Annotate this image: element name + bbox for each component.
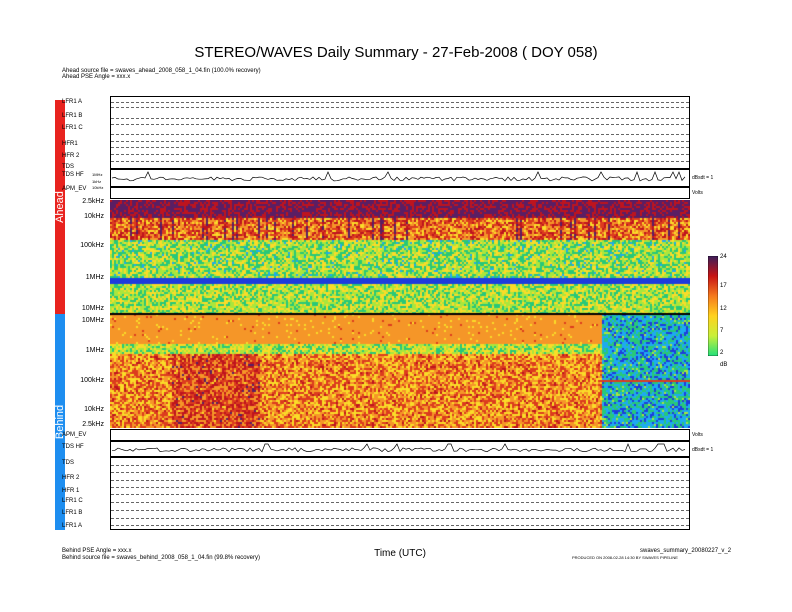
tds-axis-label: 10kHz: [92, 185, 104, 190]
ahead-row-label: HFR 2: [62, 153, 80, 159]
behind-tds-plot: [110, 441, 690, 457]
tds-axis-label: 1MHz: [92, 172, 103, 177]
colorbar: [708, 256, 718, 356]
ahead-row-label: TDS HF: [62, 172, 84, 178]
behind-apm-plot: [110, 429, 690, 441]
colorbar-tick: 2: [720, 350, 724, 356]
ahead-volts-label: Volts: [692, 190, 703, 196]
ahead-row-label: LFR1 C: [62, 125, 83, 131]
ahead-freq-label: 2.5kHz: [82, 198, 104, 205]
ahead-row-label: LFR1 A: [62, 99, 83, 105]
behind-info-panel: [110, 457, 690, 530]
ahead-tds-plot: [110, 169, 690, 187]
produced-text: PRODUCED ON 2008-02-28 14:30 BY SWAVES P…: [572, 555, 678, 560]
ahead-freq-label: 1MHz: [85, 274, 104, 281]
page-title: STEREO/WAVES Daily Summary - 27-Feb-2008…: [194, 44, 598, 61]
behind-freq-label: 100kHz: [80, 377, 104, 384]
ahead-db-label: dBsdt = 1: [692, 175, 714, 181]
behind-db-label: dBsdt = 1: [692, 447, 714, 453]
behind-row-label: HFR 2: [62, 475, 80, 481]
behind-freq-label: 1MHz: [85, 347, 104, 354]
ahead-sidebar: Ahead: [54, 100, 66, 314]
tds-axis-label: 1kHz: [92, 179, 102, 184]
ahead-info-panel: [110, 96, 690, 169]
behind-row-label: HFR 1: [62, 488, 80, 494]
behind-row-label: LFR1 C: [62, 498, 83, 504]
behind-freq-label: 2.5kHz: [82, 421, 104, 428]
colorbar-tick: 12: [720, 306, 727, 312]
colorbar-unit: dB: [720, 362, 728, 368]
ahead-row-label: APM_EV: [62, 186, 87, 192]
ahead-freq-label: 10MHz: [81, 305, 104, 312]
behind-row-label: LFR1 A: [62, 523, 83, 529]
x-axis-label: Time (UTC): [374, 548, 426, 559]
behind-freq-label: 10kHz: [84, 406, 104, 413]
colorbar-tick: 17: [720, 283, 727, 289]
ahead-row-label: LFR1 B: [62, 113, 83, 119]
ahead-source-text: Ahead source file = swaves_ahead_2008_05…: [62, 68, 261, 74]
ahead-freq-label: 100kHz: [80, 242, 104, 249]
ahead-apm-plot: [110, 187, 690, 199]
behind-source-text: Behind source file = swaves_behind_2008_…: [62, 555, 260, 561]
behind-angle-text: Behind PSE Angle = xxx.x: [62, 548, 132, 554]
behind-volts-label: Volts: [692, 432, 703, 438]
behind-freq-label: 10MHz: [81, 317, 104, 324]
behind-row-label: APM_EV: [62, 432, 87, 438]
ahead-freq-label: 10kHz: [84, 213, 104, 220]
spectrogram-heatmap: [110, 200, 690, 428]
colorbar-tick: 24: [720, 254, 727, 260]
ahead-row-label: TDS: [62, 164, 74, 170]
behind-row-label: TDS: [62, 460, 74, 466]
colorbar-tick: 7: [720, 328, 724, 334]
ahead-angle-text: Ahead PSE Angle = xxx.x: [62, 74, 131, 80]
behind-row-label: TDS HF: [62, 444, 84, 450]
behind-sidebar: Behind: [54, 314, 66, 530]
summary-file-text: swaves_summary_20080227_v_2: [640, 548, 732, 554]
behind-row-label: LFR1 B: [62, 510, 83, 516]
ahead-row-label: HFR1: [62, 141, 78, 147]
